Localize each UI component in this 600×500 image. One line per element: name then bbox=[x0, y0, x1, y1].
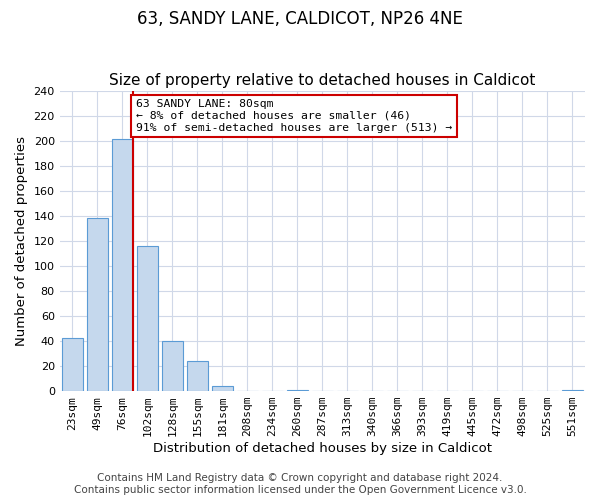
Bar bbox=[62, 338, 83, 391]
Y-axis label: Number of detached properties: Number of detached properties bbox=[15, 136, 28, 346]
Bar bbox=[187, 361, 208, 391]
Text: 63 SANDY LANE: 80sqm
← 8% of detached houses are smaller (46)
91% of semi-detach: 63 SANDY LANE: 80sqm ← 8% of detached ho… bbox=[136, 100, 452, 132]
X-axis label: Distribution of detached houses by size in Caldicot: Distribution of detached houses by size … bbox=[153, 442, 492, 455]
Bar bbox=[112, 140, 133, 391]
Title: Size of property relative to detached houses in Caldicot: Size of property relative to detached ho… bbox=[109, 73, 536, 88]
Text: Contains HM Land Registry data © Crown copyright and database right 2024.
Contai: Contains HM Land Registry data © Crown c… bbox=[74, 474, 526, 495]
Bar bbox=[287, 390, 308, 391]
Text: 63, SANDY LANE, CALDICOT, NP26 4NE: 63, SANDY LANE, CALDICOT, NP26 4NE bbox=[137, 10, 463, 28]
Bar bbox=[161, 341, 183, 391]
Bar bbox=[212, 386, 233, 391]
Bar bbox=[562, 390, 583, 391]
Bar bbox=[137, 246, 158, 391]
Bar bbox=[86, 218, 108, 391]
